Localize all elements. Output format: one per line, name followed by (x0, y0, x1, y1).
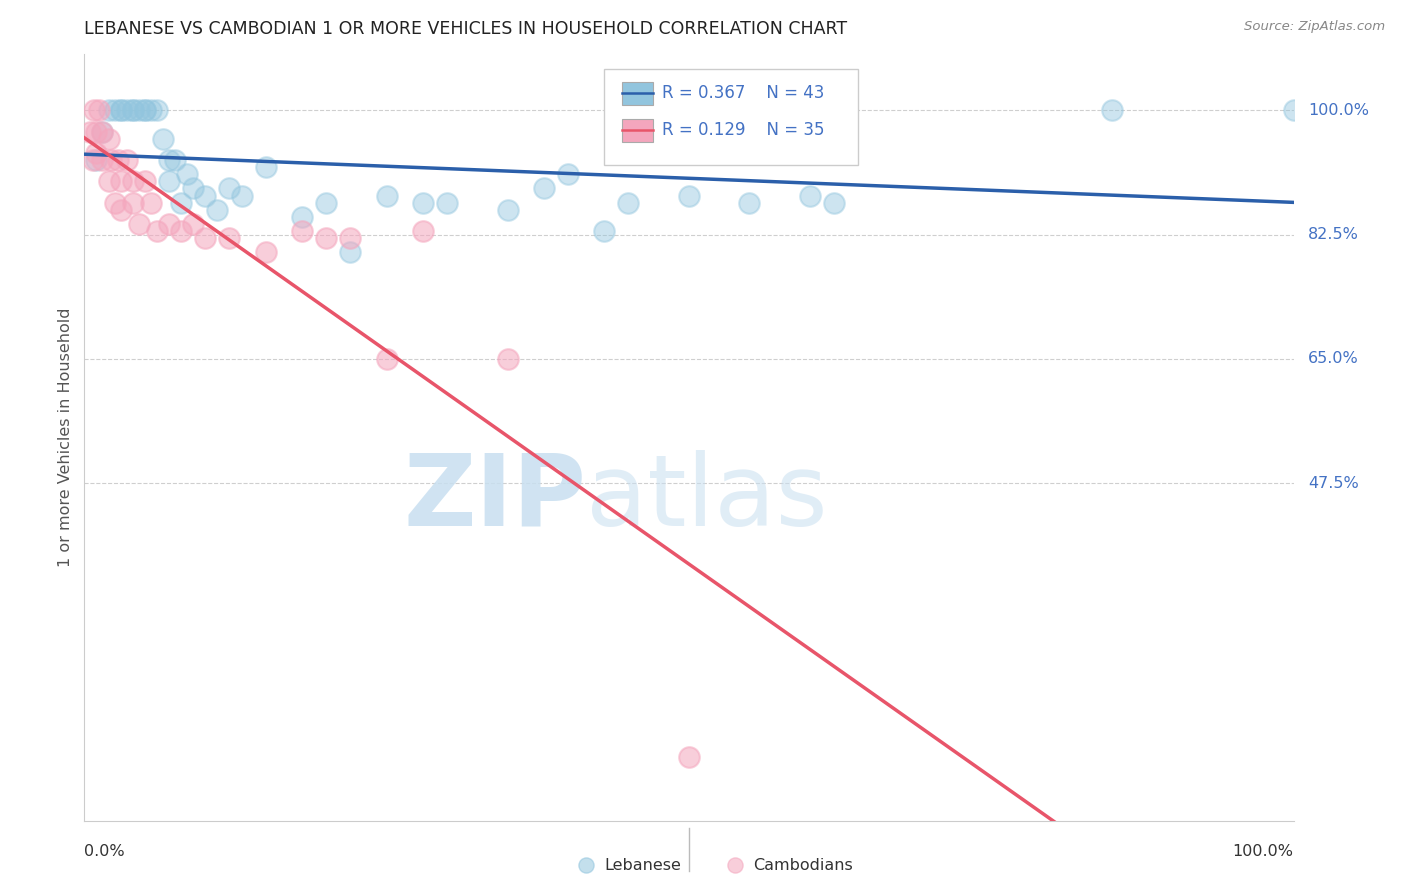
Point (146, 224, 169, 238)
Point (83, 103, 105, 118)
Point (1282, 103, 1305, 118)
Point (146, 103, 169, 118)
Text: Cambodians: Cambodians (754, 857, 853, 872)
Point (100, 153, 122, 167)
Point (617, 195, 640, 210)
Point (157, 217, 180, 231)
Point (315, 231, 337, 245)
Point (91, 125, 114, 139)
Point (533, 181, 555, 195)
Point (165, 153, 187, 167)
Point (128, 103, 150, 118)
Point (134, 103, 156, 118)
Point (181, 217, 204, 231)
Point (678, 188, 700, 202)
Point (176, 167, 198, 181)
Point (291, 224, 314, 238)
Point (110, 103, 132, 118)
Text: Source: ZipAtlas.com: Source: ZipAtlas.com (1244, 20, 1385, 33)
Point (121, 103, 143, 118)
Point (91, 153, 114, 167)
Point (678, 749, 700, 764)
Text: 100.0%: 100.0% (1308, 103, 1369, 118)
Point (157, 174, 180, 188)
Point (134, 103, 156, 118)
Point (157, 153, 180, 167)
Point (152, 132, 174, 146)
Point (115, 153, 138, 167)
Text: R = 0.129    N = 35: R = 0.129 N = 35 (662, 121, 825, 139)
Point (557, 167, 579, 181)
Point (1101, 103, 1123, 118)
Point (86, 125, 108, 139)
Point (412, 224, 434, 238)
Point (738, 195, 761, 210)
Point (254, 245, 277, 260)
Point (82, 153, 104, 167)
Point (799, 188, 821, 202)
Point (121, 195, 143, 210)
Point (412, 195, 434, 210)
Point (104, 103, 127, 118)
Point (139, 103, 162, 118)
Point (87, 103, 110, 118)
Point (291, 210, 314, 224)
Point (194, 188, 217, 202)
Point (79, 125, 101, 139)
Point (593, 224, 616, 238)
Text: LEBANESE VS CAMBODIAN 1 OR MORE VEHICLES IN HOUSEHOLD CORRELATION CHART: LEBANESE VS CAMBODIAN 1 OR MORE VEHICLES… (84, 21, 848, 38)
Point (724, 855, 747, 869)
Text: 65.0%: 65.0% (1308, 351, 1358, 367)
Point (86, 145, 108, 160)
FancyBboxPatch shape (605, 69, 858, 165)
Point (170, 224, 193, 238)
Point (375, 188, 398, 202)
Text: ZIP: ZIP (404, 450, 586, 547)
Point (104, 195, 127, 210)
Point (231, 188, 253, 202)
Point (823, 195, 845, 210)
Y-axis label: 1 or more Vehicles in Household: 1 or more Vehicles in Household (58, 308, 73, 566)
Point (436, 195, 458, 210)
Point (91, 125, 114, 139)
Point (194, 231, 217, 245)
Text: Lebanese: Lebanese (605, 857, 681, 872)
Point (218, 181, 240, 195)
Point (339, 245, 361, 260)
Text: 47.5%: 47.5% (1308, 475, 1358, 491)
Bar (623, 119, 652, 142)
Point (97, 132, 120, 146)
Text: 0.0%: 0.0% (84, 844, 125, 859)
Point (107, 153, 129, 167)
Point (339, 231, 361, 245)
Point (575, 855, 598, 869)
Point (181, 181, 204, 195)
Point (496, 351, 519, 366)
Point (121, 174, 143, 188)
Point (207, 202, 229, 217)
Point (170, 195, 193, 210)
Point (375, 351, 398, 366)
Point (86, 153, 108, 167)
Point (218, 231, 240, 245)
Text: 82.5%: 82.5% (1308, 227, 1360, 242)
Point (134, 174, 156, 188)
Point (315, 195, 337, 210)
Point (496, 202, 519, 217)
Point (97, 174, 120, 188)
Point (254, 160, 277, 174)
Bar (623, 82, 652, 105)
Point (115, 103, 138, 118)
Point (110, 202, 132, 217)
Point (139, 195, 162, 210)
Point (110, 174, 132, 188)
Point (121, 103, 143, 118)
Point (97, 103, 120, 118)
Text: atlas: atlas (586, 450, 828, 547)
Point (110, 103, 132, 118)
Text: 100.0%: 100.0% (1233, 844, 1294, 859)
Point (128, 217, 150, 231)
Text: R = 0.367    N = 43: R = 0.367 N = 43 (662, 85, 825, 103)
